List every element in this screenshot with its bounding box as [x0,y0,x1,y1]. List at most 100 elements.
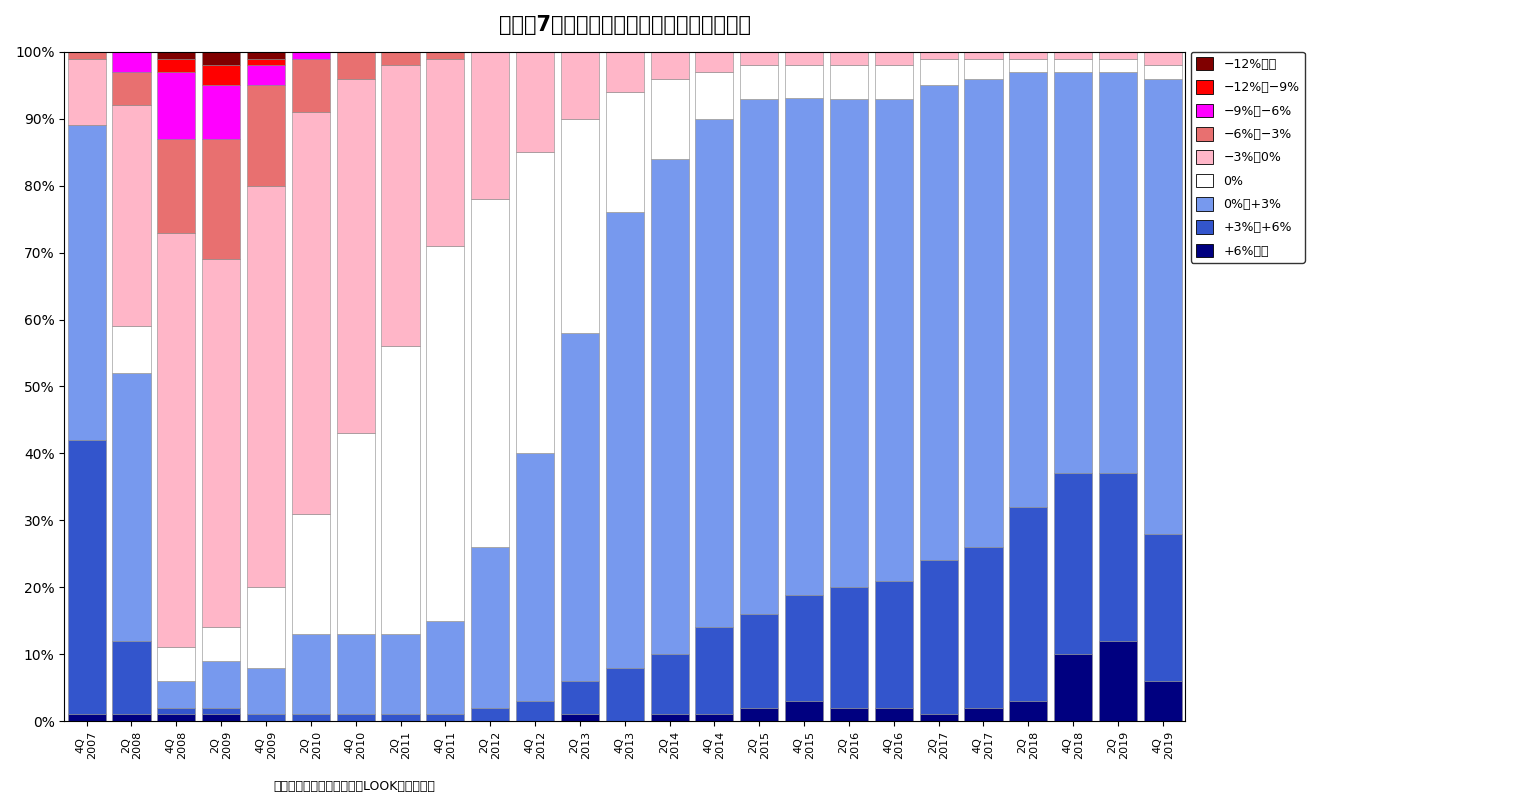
Bar [202,139,240,259]
Bar [381,634,420,714]
Bar [919,85,957,560]
Bar [1144,65,1182,79]
Bar [516,152,554,453]
Bar [202,52,240,65]
Bar [1009,507,1047,701]
Bar [426,58,464,246]
Bar [202,259,240,627]
Bar [830,587,868,708]
Bar [426,52,464,58]
Bar [291,58,329,112]
Bar [965,58,1003,79]
Bar [651,714,689,721]
Bar [381,714,420,721]
Bar [651,52,689,79]
Bar [830,52,868,65]
Bar [381,346,420,634]
Bar [786,98,824,595]
Bar [786,52,824,65]
Bar [830,65,868,99]
Bar [337,714,375,721]
Bar [247,668,285,714]
Bar [695,627,734,714]
Bar [1144,534,1182,681]
Bar [247,85,285,186]
Bar [786,65,824,98]
Bar [1098,72,1138,473]
Bar [337,433,375,634]
Bar [786,595,824,701]
Bar [561,52,599,119]
Bar [202,627,240,661]
Bar [561,119,599,333]
Bar [247,65,285,85]
Bar [247,587,285,668]
Bar [651,159,689,654]
Bar [112,714,150,721]
Bar [1009,52,1047,58]
Bar [112,641,150,714]
Bar [651,654,689,714]
Bar [1009,72,1047,507]
Bar [202,85,240,139]
Bar [919,52,957,58]
Bar [561,681,599,714]
Bar [695,72,734,119]
Bar [1098,52,1138,58]
Bar [158,714,196,721]
Bar [965,708,1003,721]
Bar [291,634,329,714]
Bar [112,326,150,373]
Bar [68,125,106,440]
Text: （出所）国土交通省「地価LOOKレポート」: （出所）国土交通省「地価LOOKレポート」 [273,780,435,793]
Bar [1054,654,1092,721]
Bar [158,58,196,72]
Bar [426,246,464,621]
Bar [651,79,689,159]
Legend: −12%以下, −12%～−9%, −9%～−6%, −6%～−3%, −3%～0%, 0%, 0%～+3%, +3%～+6%, +6%以上: −12%以下, −12%～−9%, −9%～−6%, −6%～−3%, −3%～… [1191,52,1305,263]
Bar [965,79,1003,547]
Bar [605,668,643,721]
Bar [158,139,196,232]
Bar [112,373,150,641]
Bar [605,212,643,668]
Bar [605,52,643,92]
Bar [919,714,957,721]
Bar [1144,681,1182,721]
Bar [740,65,778,99]
Bar [740,99,778,614]
Bar [1144,79,1182,534]
Bar [605,92,643,212]
Bar [337,79,375,433]
Bar [247,186,285,587]
Bar [1009,58,1047,72]
Bar [875,65,913,99]
Bar [1098,473,1138,641]
Bar [472,547,510,708]
Bar [381,65,420,346]
Bar [472,52,510,199]
Bar [1054,52,1092,58]
Bar [158,708,196,714]
Bar [426,621,464,714]
Bar [695,714,734,721]
Bar [516,52,554,152]
Bar [965,52,1003,58]
Bar [1144,52,1182,65]
Bar [830,99,868,587]
Bar [337,634,375,714]
Bar [561,333,599,681]
Bar [965,547,1003,708]
Bar [740,708,778,721]
Bar [516,453,554,701]
Bar [1098,58,1138,72]
Bar [158,72,196,139]
Bar [1098,641,1138,721]
Bar [830,708,868,721]
Bar [875,52,913,65]
Bar [561,714,599,721]
Bar [381,52,420,65]
Bar [740,52,778,65]
Bar [202,714,240,721]
Bar [1054,473,1092,654]
